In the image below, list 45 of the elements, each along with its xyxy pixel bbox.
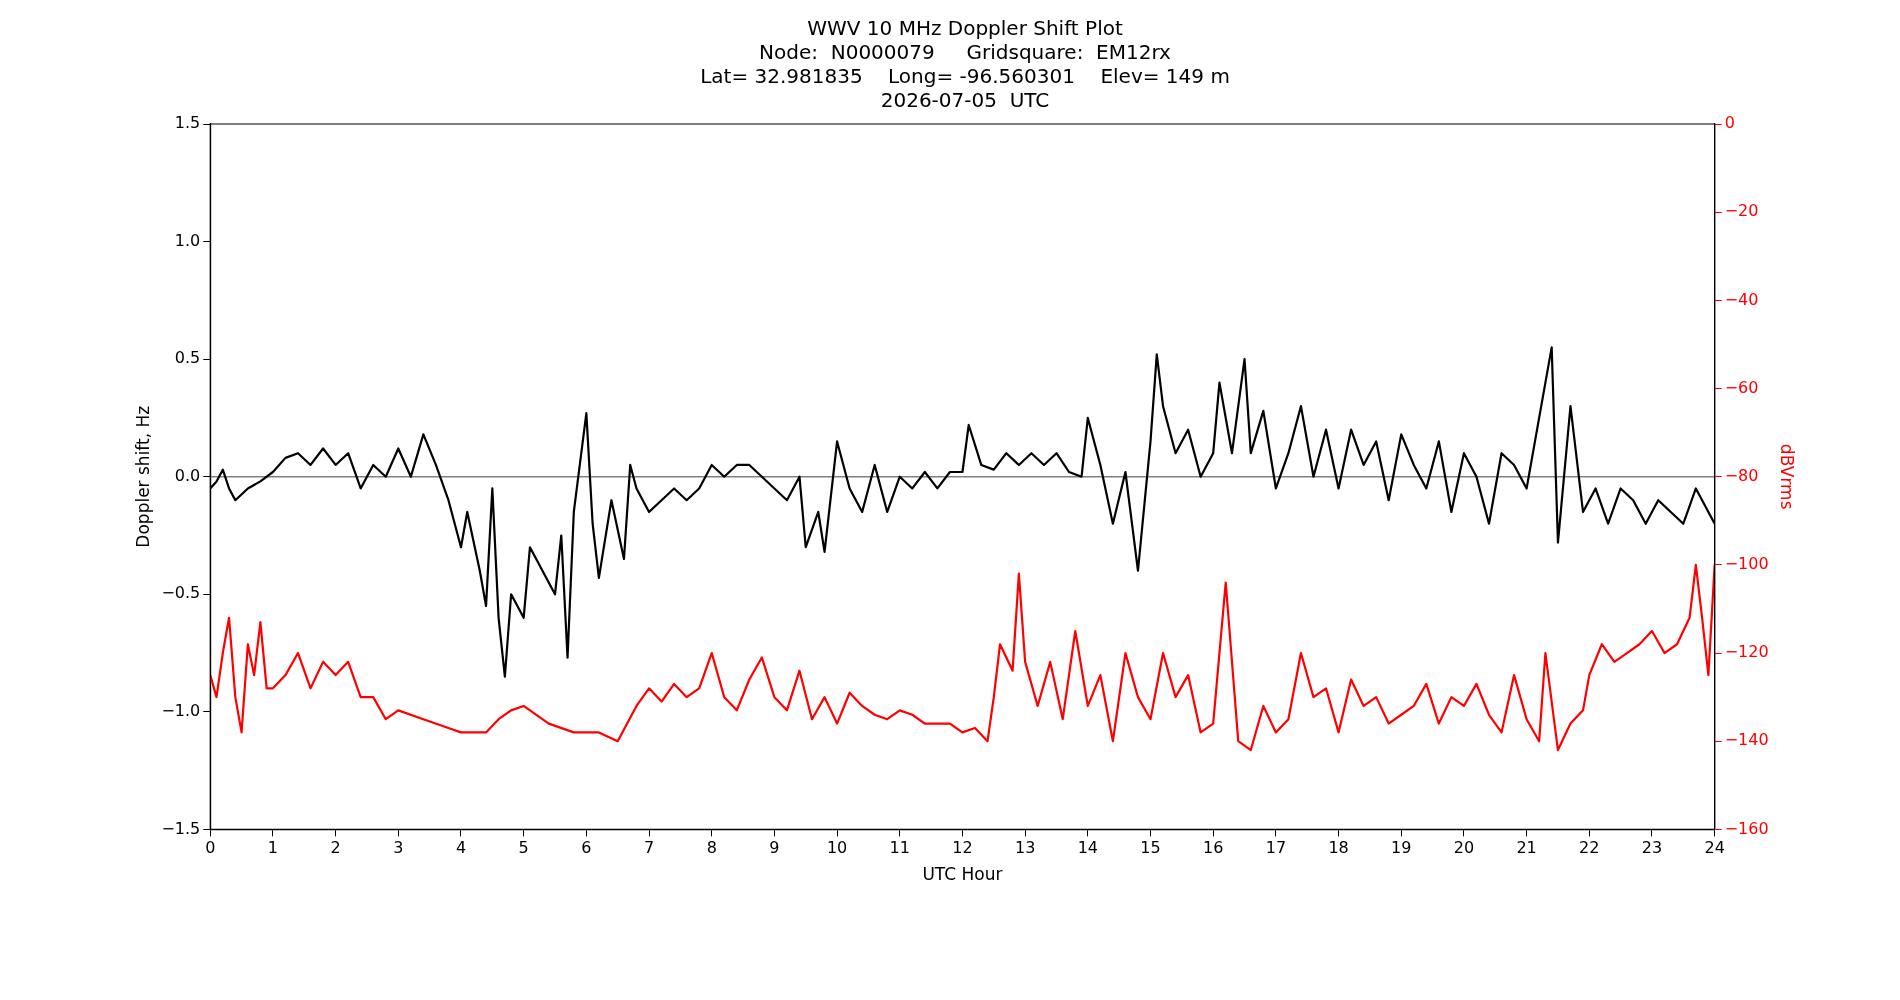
x-tick-label: 10 [826, 838, 848, 858]
y-tick-label: 0.0 [174, 465, 201, 485]
x-tick-label: 11 [889, 838, 910, 858]
y-tick-label: −1.0 [161, 700, 201, 720]
y2-tick-label: −20 [1724, 201, 1759, 221]
y2-tick-label: −140 [1724, 730, 1769, 750]
x-tick-label: 15 [1140, 838, 1161, 858]
y2-tick-label: −60 [1724, 377, 1759, 397]
y2-tick-label: −100 [1724, 554, 1769, 574]
y-tick-label: 1.0 [174, 230, 201, 250]
x-tick-label: 13 [1014, 838, 1036, 858]
x-tick-label: 4 [455, 838, 467, 858]
y-tick-label: −0.5 [161, 583, 201, 603]
y-axis-title: Doppler shift, Hz [132, 405, 153, 548]
x-tick-label: 16 [1203, 838, 1224, 858]
x-tick-label: 14 [1077, 838, 1098, 858]
x-tick-label: 8 [706, 838, 717, 858]
y2-tick-label: −40 [1724, 289, 1759, 309]
x-tick-label: 9 [769, 838, 780, 858]
y2-tick-label: 0 [1724, 113, 1735, 133]
x-tick-label: 12 [952, 838, 973, 858]
x-tick-label: 19 [1391, 838, 1412, 858]
x-tick-label: 2 [330, 838, 341, 858]
x-tick-label: 18 [1328, 838, 1349, 858]
y-tick-label: −1.5 [161, 818, 201, 838]
x-tick-label: 22 [1579, 838, 1600, 858]
x-axis-title: UTC Hour [922, 864, 1003, 885]
x-tick-label: 5 [518, 838, 529, 858]
x-tick-label: 17 [1265, 838, 1287, 858]
y-tick-label: 1.5 [174, 113, 201, 133]
y2-axis-title: dBVrms [1777, 443, 1798, 510]
x-tick-label: 23 [1641, 838, 1663, 858]
x-tick-label: 7 [643, 838, 655, 858]
x-tick-label: 3 [393, 838, 404, 858]
x-tick-label: 1 [267, 838, 279, 858]
x-tick-label: 21 [1516, 838, 1537, 858]
y2-tick-label: −80 [1724, 465, 1759, 485]
x-tick-label: 6 [581, 838, 592, 858]
x-tick-label: 0 [205, 838, 216, 858]
x-tick-label: 20 [1453, 838, 1475, 858]
chart-title: WWV 10 MHz Doppler Shift Plot Node: N0000079 Gridsquare: EM12rx Lat= 32.981835 Long= -96.560301 Elev= 149 m 2026-07-05 UTC [700, 16, 1230, 113]
y-tick-label: 0.5 [174, 348, 201, 368]
y2-tick-label: −160 [1724, 818, 1769, 838]
y2-tick-label: −120 [1724, 642, 1769, 662]
x-tick-label: 24 [1704, 838, 1725, 858]
